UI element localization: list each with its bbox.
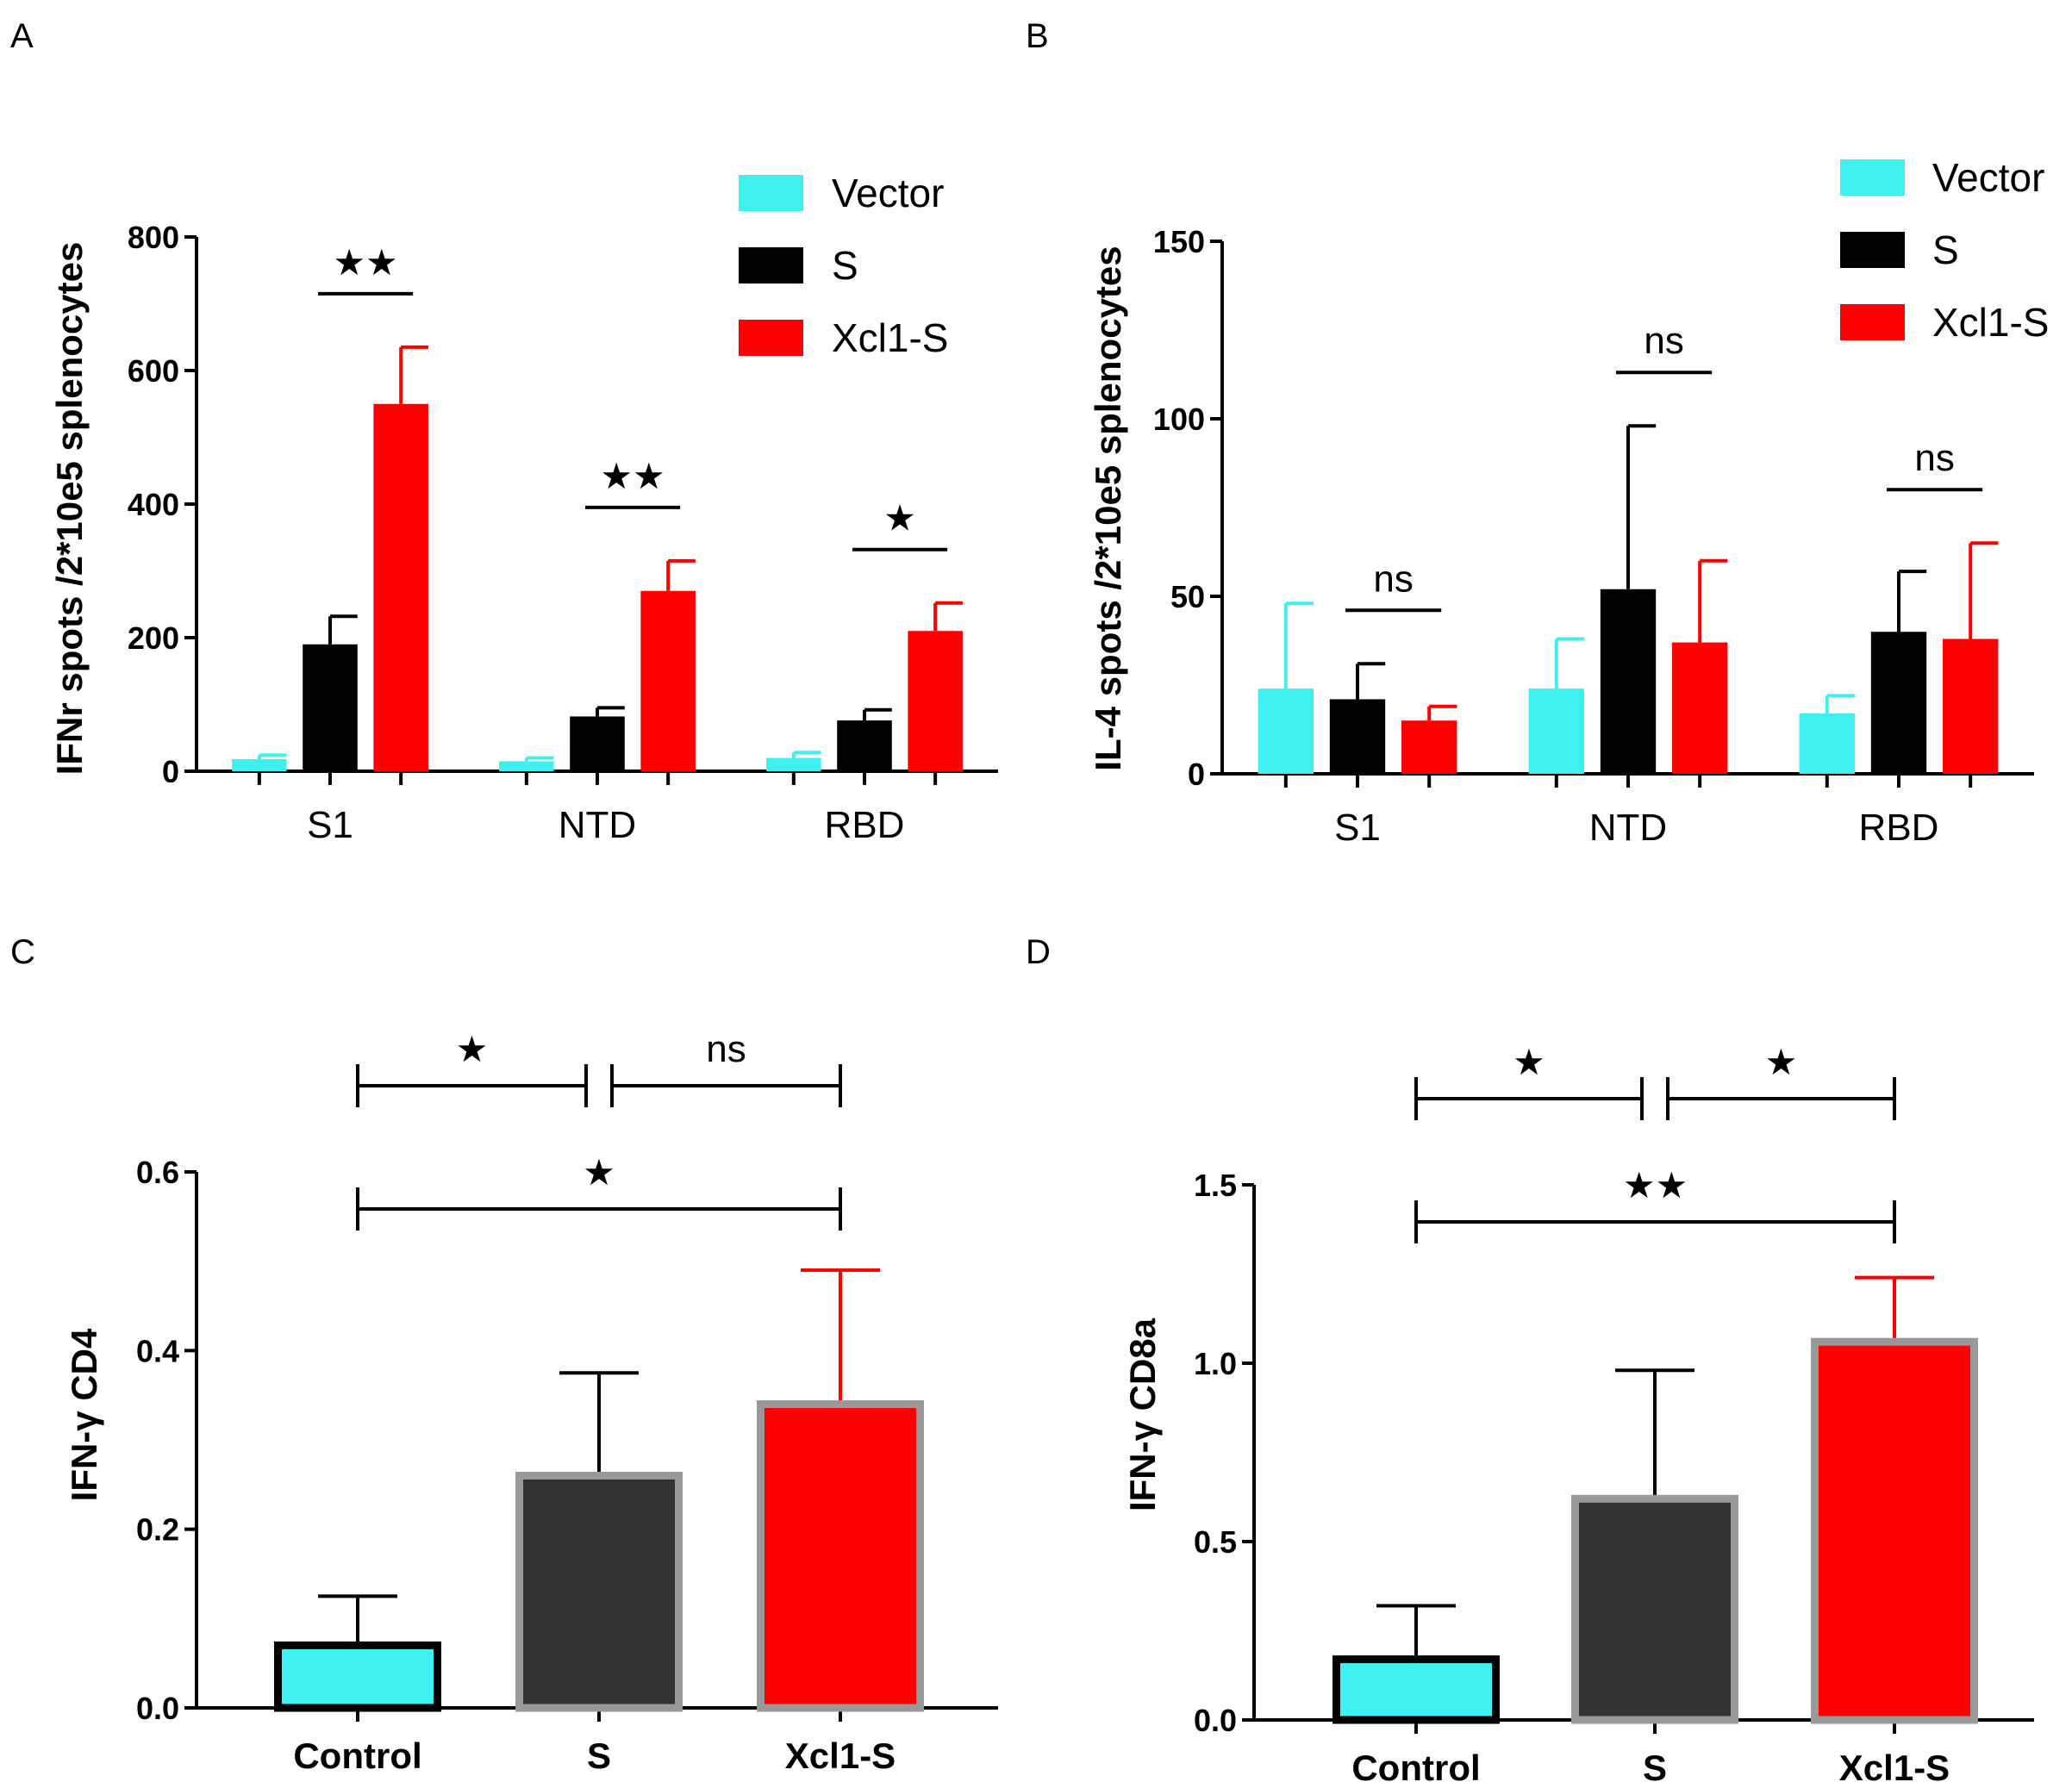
panel-b-significance-rbd: ns — [1914, 437, 1954, 479]
panel-a-bar-ntd-s — [570, 716, 625, 771]
panel-d-significance-s-xcl1-s: ★ — [1765, 1042, 1798, 1082]
panel-a-legend: Vector S Xcl1-S — [739, 171, 948, 360]
panel-a-bar-rbd-s — [837, 720, 892, 771]
panel-c-x-label-xcl1-s: Xcl1-S — [785, 1735, 896, 1776]
panel-a-significance-rbd: ★ — [883, 498, 916, 539]
panel-a-y-tick-label-200: 200 — [128, 620, 179, 656]
panel-a-significance-s1: ★★ — [333, 242, 397, 283]
panel-a-y-tick-label-400: 400 — [128, 487, 179, 522]
panel-c-y-tick-label-0-4: 0.4 — [136, 1333, 179, 1368]
panel-b-bar-s1-vector — [1258, 688, 1314, 774]
panel-letter-d: D — [1026, 933, 1051, 971]
panel-a-legend-swatch-xcl1-s — [739, 320, 803, 356]
panel-d-y-tick-label-0-0: 0.0 — [1194, 1703, 1237, 1738]
panel-a-legend-label-xcl1-s: Xcl1-S — [832, 315, 948, 360]
panel-d-x-label-control: Control — [1351, 1748, 1480, 1782]
panel-c-bar-s — [515, 1471, 683, 1712]
panel-a-legend-label-vector: Vector — [832, 171, 944, 215]
panel-a-y-tick-label-0: 0 — [162, 754, 179, 789]
panel-b-bar-s1-s — [1329, 699, 1386, 774]
panel-a-y-tick-label-600: 600 — [128, 353, 179, 389]
panel-d-significance-control-s: ★ — [1513, 1042, 1545, 1082]
panel-a-legend-label-s: S — [832, 243, 858, 288]
panel-b-legend-swatch-xcl1-s — [1840, 304, 1905, 340]
panel-letter-c: C — [10, 933, 35, 971]
panel-a-legend-swatch-s — [739, 247, 803, 284]
panel-d-x-label-xcl1-s: Xcl1-S — [1839, 1748, 1950, 1782]
panel-b-y-tick-label-0: 0 — [1188, 757, 1205, 792]
panel-d-x-label-s: S — [1643, 1748, 1667, 1782]
panel-c-y-axis-title: IFN-γ CD4 — [64, 1328, 104, 1501]
panel-d-bar-s — [1571, 1494, 1738, 1724]
panel-c-significance-s-xcl1-s: ns — [706, 1028, 746, 1070]
panel-b-x-label-ntd: NTD — [1589, 807, 1667, 849]
panel-a-bar-rbd-xcl1-s — [908, 631, 963, 771]
panel-letter-a: A — [10, 17, 34, 55]
panel-a-x-label-ntd: NTD — [559, 804, 636, 846]
panel-a-bar-s1-s — [303, 644, 358, 771]
panel-b-bar-s1-xcl1-s — [1401, 720, 1457, 774]
panel-d-y-tick-label-1-0: 1.0 — [1194, 1346, 1237, 1381]
panel-a-y-axis-title: IFNr spots /2*10e5 splenocytes — [49, 242, 90, 776]
panel-d-y-tick-label-0-5: 0.5 — [1194, 1524, 1237, 1560]
panel-b-y-tick-label-50: 50 — [1170, 579, 1205, 614]
panel-b-legend-label-s: S — [1932, 227, 1959, 272]
panel-c-x-label-s: S — [587, 1735, 611, 1776]
panel-c-y-tick-label-0-0: 0.0 — [136, 1691, 179, 1726]
panel-a-bar-s1-xcl1-s — [373, 403, 428, 771]
panel-c-bar-control — [274, 1641, 441, 1712]
panel-b-legend-label-xcl1-s: Xcl1-S — [1932, 300, 2049, 345]
panel-b-legend: Vector S Xcl1-S — [1840, 155, 2049, 345]
panel-b-significance-ntd: ns — [1644, 320, 1683, 362]
panel-b-bar-ntd-s — [1600, 589, 1657, 774]
panel-b-bar-rbd-xcl1-s — [1943, 639, 1999, 774]
panel-b-bar-rbd-s — [1870, 632, 1927, 774]
panel-b-significance-s1: ns — [1373, 558, 1413, 600]
panel-d-bar-xcl1-s — [1811, 1337, 1978, 1724]
panel-a-bar-s1-vector — [232, 759, 287, 771]
panel-a-chart: IFNr spots /2*10e5 splenocytes 0 200 400 60… — [49, 171, 998, 846]
panel-a-significance-ntd: ★★ — [600, 456, 665, 496]
panel-b-chart: IL-4 spots /2*10e5 splenocytes 0 50 100 150… — [1088, 155, 2049, 849]
panel-c-bar-xcl1-s — [757, 1400, 924, 1712]
panel-c-significance-control-xcl1-s: ★ — [583, 1152, 615, 1193]
panel-b-legend-swatch-vector — [1840, 159, 1905, 196]
panel-c-y-tick-label-0-6: 0.6 — [136, 1155, 179, 1190]
panel-b-y-tick-label-150: 150 — [1153, 224, 1205, 259]
panel-letter-b: B — [1026, 17, 1049, 55]
panel-d-significance-control-xcl1-s: ★★ — [1623, 1165, 1688, 1206]
panel-b-x-label-rbd: RBD — [1859, 807, 1939, 849]
panel-a-x-label-rbd: RBD — [825, 804, 905, 846]
panel-d-y-tick-label-1-5: 1.5 — [1194, 1168, 1237, 1203]
panel-b-bar-ntd-xcl1-s — [1672, 642, 1728, 774]
panel-b-legend-swatch-s — [1840, 232, 1905, 268]
panel-c-chart: IFN-γ CD4 0.0 0.2 0.4 0.6 Control S Xcl1-S ★ ns… — [64, 1028, 998, 1776]
panel-c-significance-control-s: ★ — [456, 1029, 489, 1069]
panel-a-bar-ntd-xcl1-s — [640, 590, 696, 771]
panel-b-bar-ntd-vector — [1528, 688, 1584, 774]
panel-a-y-tick-label-800: 800 — [128, 220, 179, 255]
panel-d-bar-control — [1332, 1655, 1500, 1724]
panel-a-bar-rbd-vector — [766, 757, 821, 771]
panel-b-y-tick-label-100: 100 — [1153, 402, 1205, 437]
panel-b-y-axis-title: IL-4 spots /2*10e5 splenocytes — [1088, 246, 1128, 770]
panel-c-y-tick-label-0-2: 0.2 — [136, 1512, 179, 1548]
panel-d-y-axis-title: IFN-γ CD8a — [1122, 1318, 1163, 1511]
panel-a-x-label-s1: S1 — [307, 804, 353, 846]
panel-b-bar-rbd-vector — [1799, 713, 1855, 774]
panel-b-x-label-s1: S1 — [1334, 807, 1381, 849]
panel-a-legend-swatch-vector — [739, 175, 803, 211]
panel-b-legend-label-vector: Vector — [1932, 155, 2044, 200]
panel-a-bar-ntd-vector — [499, 761, 554, 771]
panel-c-x-label-control: Control — [293, 1735, 421, 1776]
